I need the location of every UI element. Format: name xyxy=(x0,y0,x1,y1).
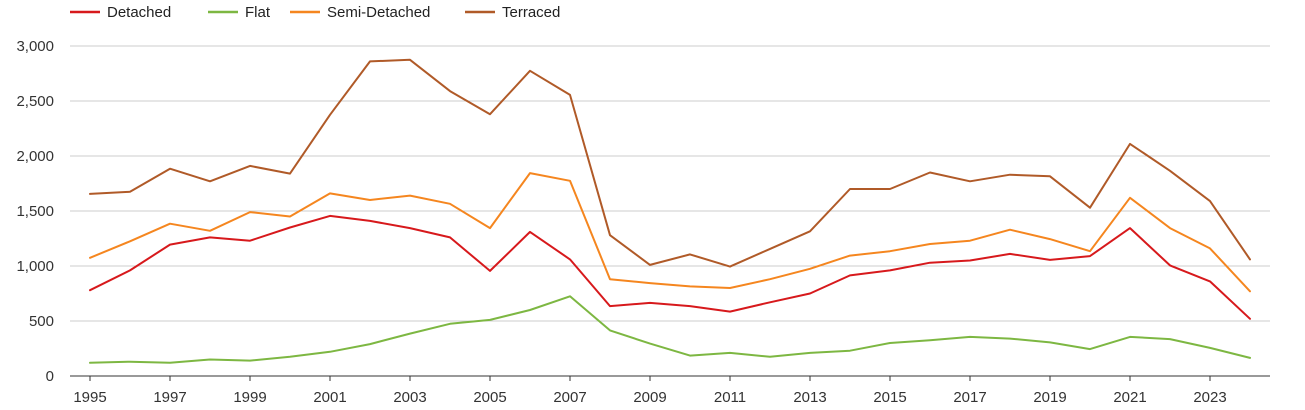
legend-item-flat: Flat xyxy=(208,4,271,21)
legend-label: Flat xyxy=(245,4,271,21)
grid-lines xyxy=(70,45,1270,377)
x-tick-label: 1997 xyxy=(153,389,186,406)
x-tick-label: 2003 xyxy=(393,389,426,406)
x-tick-label: 2017 xyxy=(953,389,986,406)
y-tick-label: 1,000 xyxy=(16,258,54,275)
x-tick-label: 2015 xyxy=(873,389,906,406)
legend-label: Detached xyxy=(107,4,171,21)
x-tick-label: 1999 xyxy=(233,389,266,406)
x-tick-label: 2021 xyxy=(1113,389,1146,406)
y-tick-label: 3,000 xyxy=(16,38,54,55)
y-tick-label: 2,000 xyxy=(16,148,54,165)
x-tick-label: 2023 xyxy=(1193,389,1226,406)
legend-label: Semi-Detached xyxy=(327,4,430,21)
legend-label: Terraced xyxy=(502,4,560,21)
series-line-semi-detached xyxy=(89,172,1251,293)
series-line-flat xyxy=(89,295,1251,364)
legend: Detached Flat Semi-Detached Terraced xyxy=(70,4,560,21)
x-tick-label: 2007 xyxy=(553,389,586,406)
series-line-detached xyxy=(89,214,1251,320)
y-tick-label: 0 xyxy=(46,368,54,385)
legend-item-semi-detached: Semi-Detached xyxy=(290,4,430,21)
legend-item-terraced: Terraced xyxy=(465,4,560,21)
x-tick-label: 2005 xyxy=(473,389,506,406)
y-tick-label: 2,500 xyxy=(16,93,54,110)
series-line-terraced xyxy=(89,58,1251,268)
y-axis: 0 500 1,000 1,500 2,000 2,500 3,000 xyxy=(16,38,54,385)
x-tick-label: 1995 xyxy=(73,389,106,406)
x-tick-label: 2009 xyxy=(633,389,666,406)
x-axis: 1995 1997 1999 2001 2003 2005 2007 2009 2011 2013… xyxy=(73,376,1227,406)
x-tick-label: 2019 xyxy=(1033,389,1066,406)
y-tick-label: 1,500 xyxy=(16,203,54,220)
series-lines xyxy=(89,58,1251,364)
y-tick-label: 500 xyxy=(29,313,54,330)
x-tick-label: 2001 xyxy=(313,389,346,406)
x-tick-label: 2011 xyxy=(714,389,746,406)
legend-item-detached: Detached xyxy=(70,4,171,21)
x-tick-label: 2013 xyxy=(793,389,826,406)
